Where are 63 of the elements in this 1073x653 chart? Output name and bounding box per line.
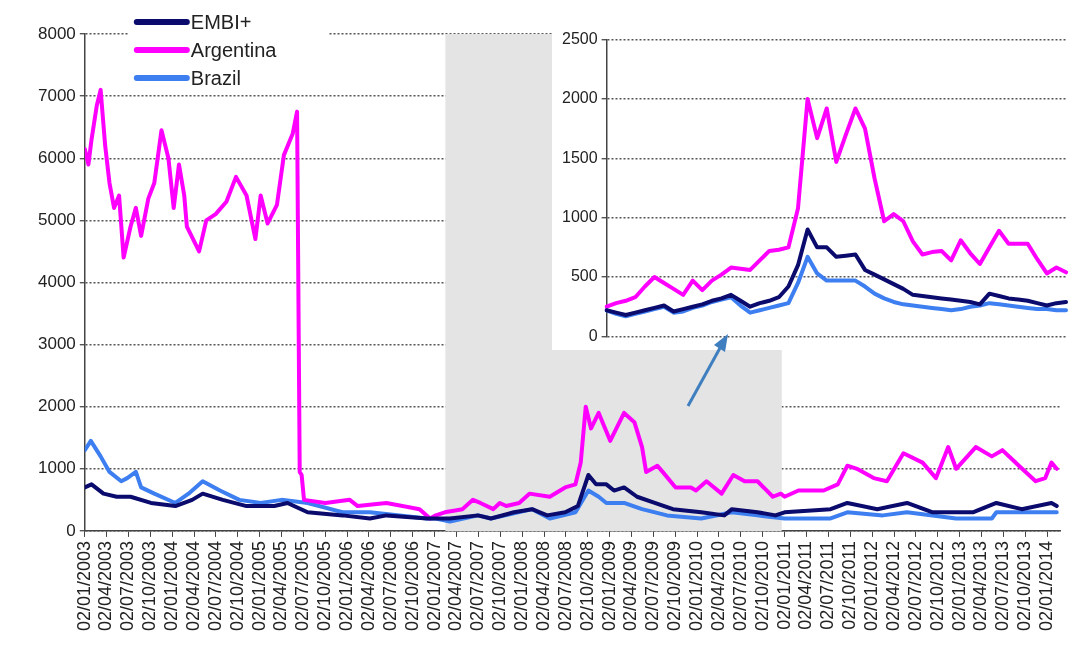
x-tick-label: 02/10/2010 — [751, 540, 772, 632]
x-tick-label: 02/10/2011 — [839, 540, 860, 630]
y-tick-label: 4000 — [37, 272, 76, 292]
legend-label: EMBI+ — [190, 10, 252, 33]
x-tick-label: 02/01/2013 — [948, 540, 969, 632]
x-tick-label: 02/01/2009 — [598, 540, 619, 632]
x-tick-label: 02/07/2012 — [904, 540, 925, 632]
x-tick-label: 02/07/2006 — [379, 540, 400, 632]
y-tick-label: 2000 — [562, 89, 598, 107]
x-tick-label: 02/01/2006 — [336, 540, 357, 632]
y-tick-label: 500 — [570, 267, 598, 285]
x-tick-label: 02/04/2005 — [270, 540, 291, 632]
x-tick-label: 02/07/2008 — [554, 540, 575, 632]
x-tick-label: 02/10/2006 — [401, 540, 422, 632]
x-tick-label: 02/10/2004 — [226, 540, 247, 632]
y-tick-label: 5000 — [37, 210, 76, 230]
y-tick-label: 3000 — [37, 334, 76, 354]
y-tick-label: 1000 — [562, 208, 598, 226]
y-tick-label: 7000 — [37, 85, 76, 105]
x-tick-label: 02/01/2011 — [773, 540, 794, 630]
x-tick-label: 02/10/2007 — [489, 540, 510, 632]
y-tick-label: 1000 — [37, 458, 76, 478]
x-tick-label: 02/01/2014 — [1036, 540, 1057, 632]
x-tick-label: 02/01/2004 — [161, 540, 182, 632]
x-tick-label: 02/07/2010 — [729, 540, 750, 632]
y-tick-label: 1500 — [562, 148, 598, 166]
x-tick-label: 02/07/2013 — [992, 540, 1013, 632]
y-tick-label: 2500 — [562, 30, 598, 48]
x-tick-label: 02/07/2003 — [117, 540, 138, 632]
x-tick-label: 02/10/2012 — [926, 540, 947, 632]
x-tick-label: 02/04/2011 — [795, 540, 816, 630]
x-tick-label: 02/04/2004 — [183, 540, 204, 632]
x-tick-label: 02/01/2007 — [423, 540, 444, 632]
y-tick-label: 0 — [66, 520, 76, 540]
x-tick-label: 02/04/2006 — [357, 540, 378, 632]
x-tick-label: 02/07/2011 — [817, 540, 838, 630]
y-tick-label: 8000 — [37, 23, 76, 43]
x-tick-label: 02/01/2005 — [248, 540, 269, 632]
x-tick-label: 02/01/2003 — [73, 540, 94, 632]
x-tick-label: 02/04/2007 — [445, 540, 466, 632]
y-tick-label: 0 — [588, 326, 598, 344]
legend-label: Argentina — [190, 38, 278, 61]
x-tick-label: 02/04/2010 — [707, 540, 728, 632]
x-tick-label: 02/01/2012 — [861, 540, 882, 632]
x-tick-label: 02/07/2007 — [467, 540, 488, 632]
x-tick-label: 02/01/2008 — [511, 540, 532, 632]
y-tick-label: 2000 — [37, 396, 76, 416]
x-tick-label: 02/07/2004 — [204, 540, 225, 632]
x-tick-label: 02/10/2009 — [664, 540, 685, 632]
x-tick-label: 02/04/2012 — [883, 540, 904, 632]
x-tick-label: 02/04/2008 — [533, 540, 554, 632]
y-tick-label: 6000 — [37, 147, 76, 167]
x-tick-label: 02/07/2005 — [292, 540, 313, 632]
x-tick-label: 02/04/2003 — [95, 540, 116, 632]
x-tick-label: 02/04/2013 — [970, 540, 991, 632]
x-tick-label: 02/10/2008 — [576, 540, 597, 632]
x-tick-label: 02/01/2010 — [686, 540, 707, 632]
x-tick-label: 02/10/2003 — [139, 540, 160, 632]
x-tick-label: 02/10/2005 — [314, 540, 335, 632]
legend-label: Brazil — [190, 66, 241, 89]
x-tick-label: 02/10/2013 — [1014, 540, 1035, 632]
x-tick-label: 02/04/2009 — [620, 540, 641, 632]
x-tick-label: 02/07/2009 — [642, 540, 663, 632]
